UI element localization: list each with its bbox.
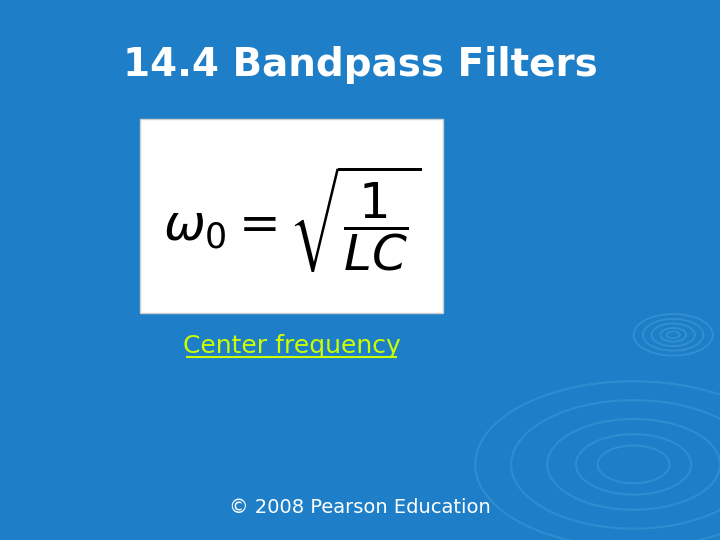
Text: © 2008 Pearson Education: © 2008 Pearson Education: [229, 498, 491, 517]
FancyBboxPatch shape: [140, 119, 443, 313]
Text: $\omega_0 = \sqrt{\dfrac{1}{LC}}$: $\omega_0 = \sqrt{\dfrac{1}{LC}}$: [163, 163, 420, 274]
Text: 14.4 Bandpass Filters: 14.4 Bandpass Filters: [122, 46, 598, 84]
Text: Center frequency: Center frequency: [183, 334, 400, 357]
